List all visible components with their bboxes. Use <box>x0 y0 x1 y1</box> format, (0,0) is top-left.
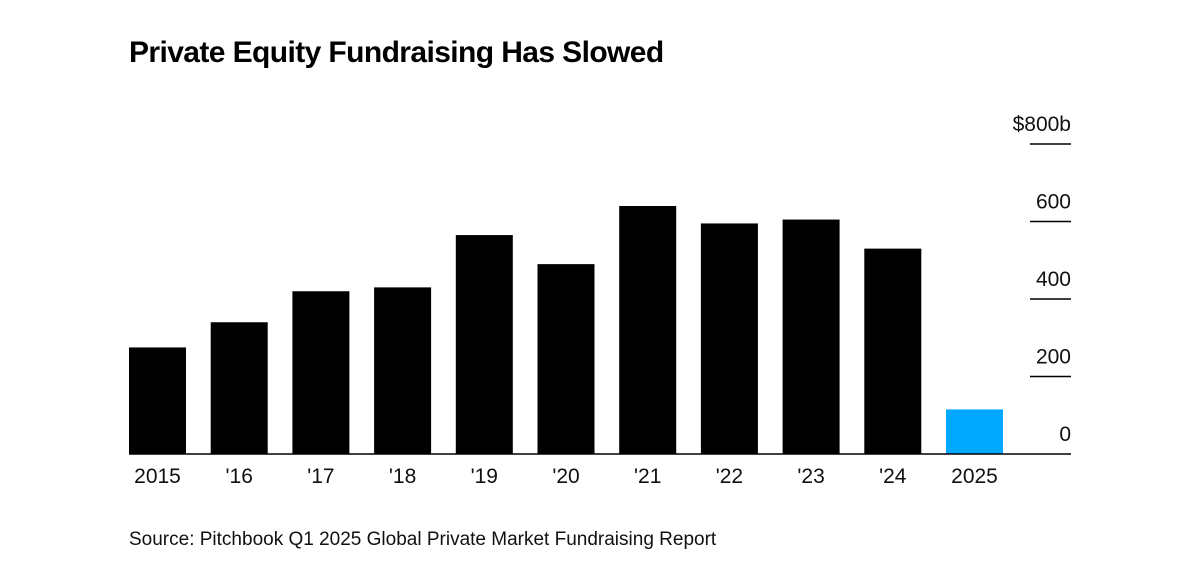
bar <box>129 347 186 454</box>
x-tick-label: '22 <box>716 465 743 488</box>
x-tick-label: '17 <box>307 465 334 488</box>
x-tick-label: '24 <box>879 465 907 488</box>
x-tick-label: 2015 <box>134 465 181 488</box>
y-tick-label: 0 <box>1059 423 1071 446</box>
bar <box>292 291 350 454</box>
bar <box>864 248 922 454</box>
x-tick-label: '23 <box>797 465 824 488</box>
x-tick-label: 2025 <box>951 465 998 488</box>
bar <box>210 322 268 454</box>
bar <box>537 264 595 454</box>
x-tick-label: '16 <box>226 465 253 488</box>
bar <box>619 206 677 454</box>
x-tick-label: '20 <box>552 465 579 488</box>
chart-title: Private Equity Fundraising Has Slowed <box>129 36 664 69</box>
bar <box>374 287 432 454</box>
source-note: Source: Pitchbook Q1 2025 Global Private… <box>129 529 717 550</box>
x-tick-label: '21 <box>634 465 661 488</box>
x-tick-label: '19 <box>471 465 498 488</box>
bar <box>455 235 513 454</box>
bar <box>700 223 758 454</box>
y-tick-label: 400 <box>1036 268 1071 291</box>
y-tick-label: 600 <box>1036 191 1071 214</box>
bar <box>946 409 1003 454</box>
bar <box>782 219 840 454</box>
y-tick-label: 200 <box>1036 346 1071 369</box>
x-tick-label: '18 <box>389 465 416 488</box>
y-tick-label: $800b <box>1013 113 1071 136</box>
